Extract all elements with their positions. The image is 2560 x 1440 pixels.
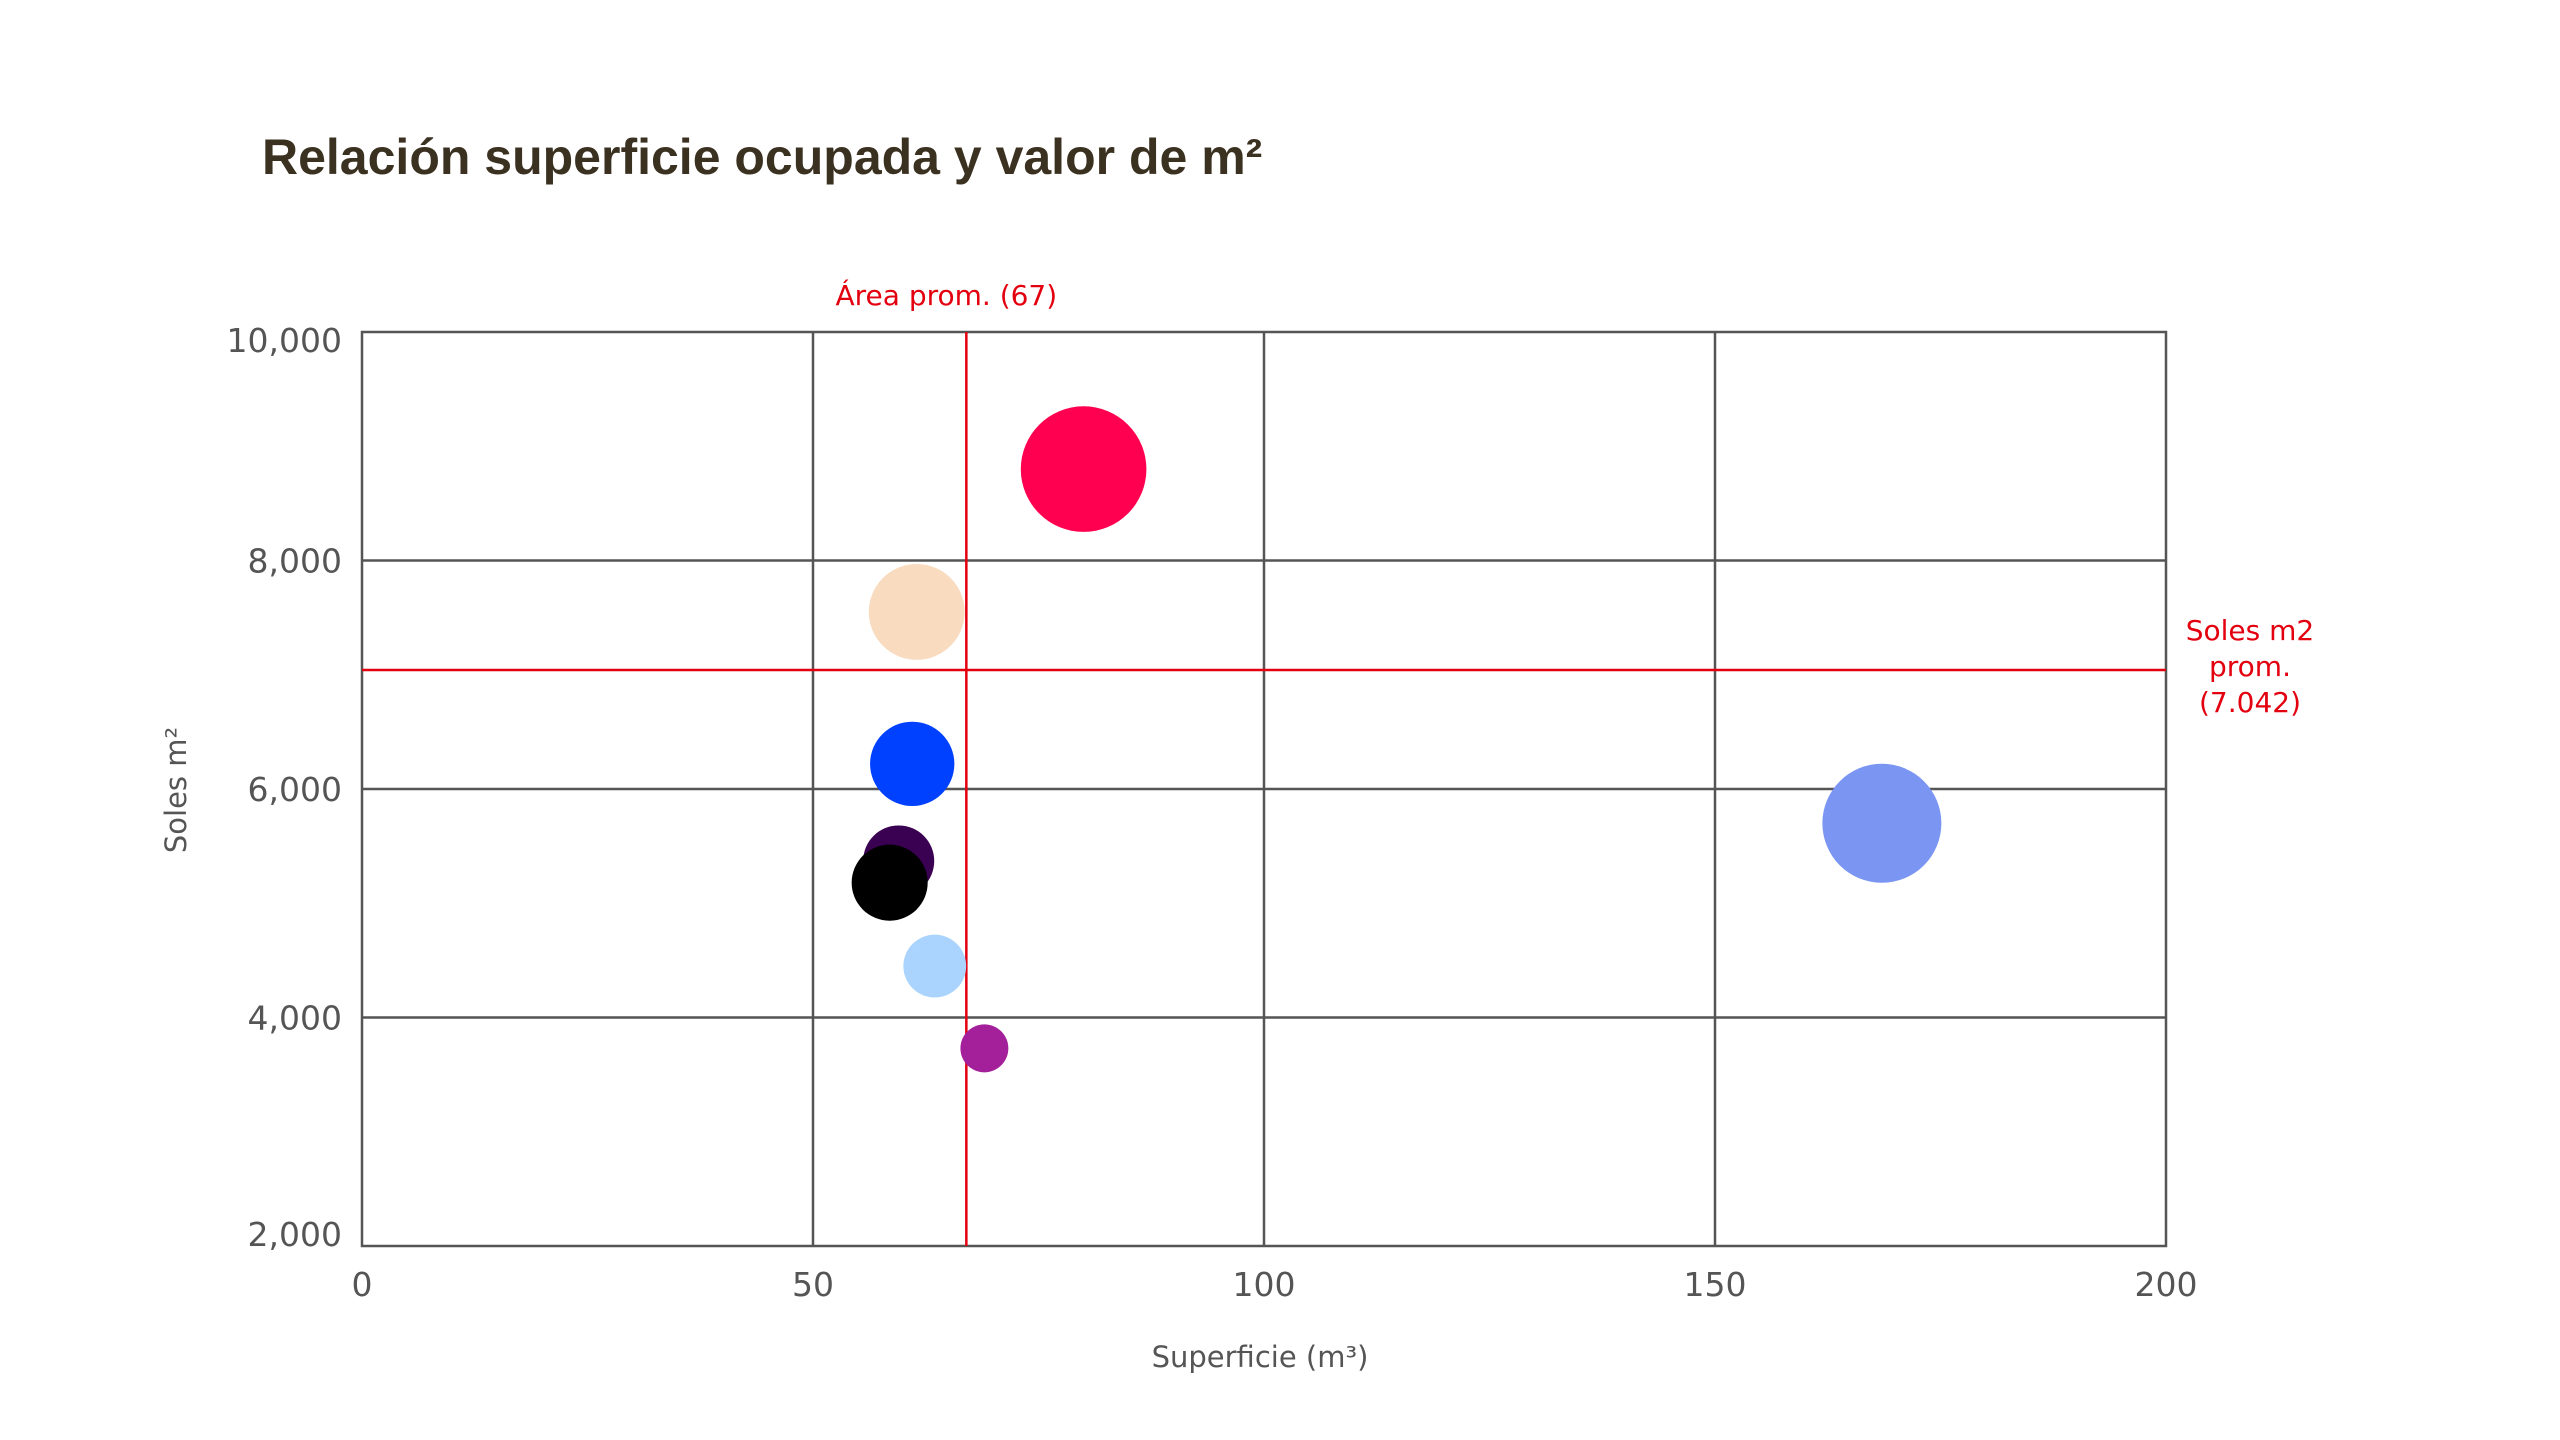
- y-tick-label: 2,000: [248, 1215, 342, 1254]
- avg-price-label-line: (7.042): [2199, 686, 2301, 719]
- avg-price-label-line: prom.: [2209, 650, 2291, 683]
- y-tick-label: 8,000: [248, 542, 342, 581]
- x-tick-label: 0: [352, 1265, 373, 1304]
- avg-area-label: Área prom. (67): [835, 278, 1057, 312]
- data-point: [960, 1024, 1009, 1073]
- data-point: [1020, 406, 1147, 532]
- y-tick-label: 6,000: [248, 770, 342, 809]
- axis-labels: 0 50 100 150 200 2,000 4,000 6,000 8,000 10,000 Su…: [159, 278, 2314, 1374]
- data-point: [868, 563, 965, 660]
- x-tick-label: 150: [1684, 1265, 1747, 1304]
- data-point: [851, 844, 928, 921]
- avg-price-label-line: Soles m2: [2186, 614, 2315, 647]
- data-points: [851, 406, 1942, 1073]
- x-tick-label: 50: [792, 1265, 834, 1304]
- x-axis-label: Superficie (m³): [1152, 1340, 1369, 1374]
- data-point: [870, 721, 955, 807]
- y-tick-label: 10,000: [227, 321, 342, 360]
- plot-frame: [360, 330, 2168, 1248]
- reference-lines: [362, 332, 2166, 1246]
- chart-title: Relación superficie ocupada y valor de m…: [262, 129, 1263, 185]
- y-tick-label: 4,000: [248, 999, 342, 1038]
- grid-layer: [360, 330, 2168, 1248]
- y-axis-label: Soles m²: [159, 727, 193, 853]
- x-tick-label: 200: [2135, 1265, 2198, 1304]
- data-point: [903, 934, 967, 998]
- x-tick-label: 100: [1233, 1265, 1296, 1304]
- data-point: [1822, 763, 1942, 883]
